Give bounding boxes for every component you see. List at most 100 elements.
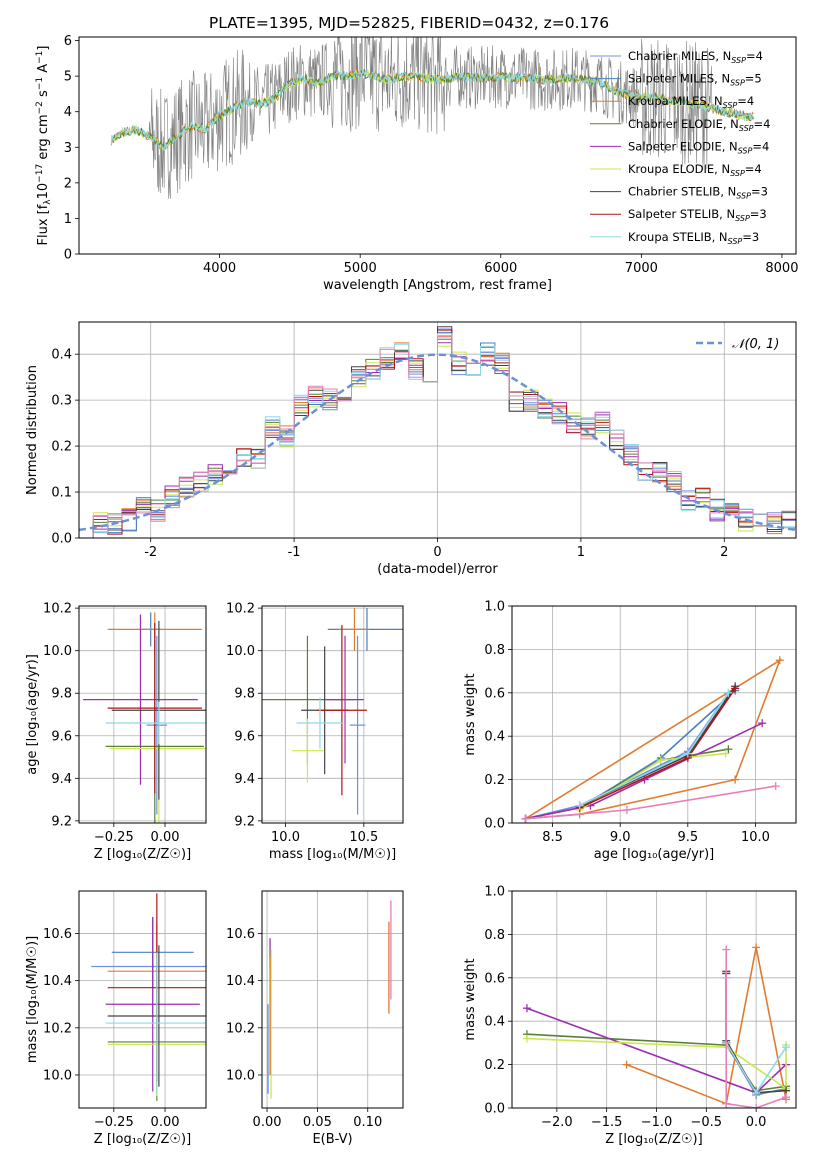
legend-entry: Salpeter MILES, NSSP=5 [628,72,762,88]
point-marker [775,656,784,665]
y-axis-label: mass weight [463,673,478,755]
errorbar-kroupa-stelib [105,701,206,745]
x-tick-label: 10.5 [349,830,378,845]
errorbar-chabrier-miles [146,635,168,815]
x-tick-label: 10.0 [741,830,770,845]
series-line-salpeter-elodie [525,722,763,820]
y-axis-label: age [log₁₀(age/yr)] [25,654,40,775]
y-tick-label: 0.1 [51,486,72,501]
point-marker [731,775,740,784]
x-tick-label: 2 [720,545,728,560]
x-tick-label: 1 [577,545,585,560]
y-tick-label: 10.0 [43,1068,72,1083]
x-tick-label: 0.05 [303,1115,332,1130]
y-tick-label: 0.2 [484,773,505,788]
point-marker [722,1099,731,1108]
axes-massweight-vs-age: 8.5 9.0 9.5 10.0 0.0 0.2 0.4 0.6 0.8 1.0 age [log₁… [463,600,797,862]
x-tick-label: 7000 [625,261,658,276]
legend-label: Chabrier STELIB, N [628,185,736,199]
y-axis-label: mass weight [463,958,478,1040]
errorbar-salpeter-elodie [83,614,198,785]
plot-area [262,606,403,823]
y-tick-label: 10.6 [226,927,255,942]
x-tick-label: 0.00 [253,1115,282,1130]
y-tick-label: 5 [64,70,72,85]
y-tick-label: 10.0 [226,1068,255,1083]
x-tick-label: 5000 [344,261,377,276]
y-label-part: s [36,90,51,101]
y-label-part: −1 [35,77,45,90]
y-tick-label: 0.8 [484,643,505,658]
y-tick-label: 9.4 [51,772,72,787]
axes-frame [78,321,797,539]
y-tick-label: 10.2 [226,602,255,617]
legend-subscript: SSP [739,124,754,133]
legend-suffix: =4 [745,162,762,176]
normal-curve [79,353,796,532]
errorbar-chabrier-stelib [107,945,206,1087]
legend-subscript: SSP [731,56,746,65]
y-label-part: Flux [f [36,204,51,245]
y-tick-label: 3 [64,141,72,156]
y-label-part: ] [36,46,51,51]
axes-mass-vs-ebv: 0.00 0.05 0.10 10.0 10.2 10.4 10.6 E(B-V) [226,890,404,1147]
legend-entry: Kroupa STELIB, NSSP=3 [628,230,759,246]
plot-area [79,606,206,823]
x-tick-label: 0.10 [353,1115,382,1130]
x-axis-label: (data-model)/error [377,562,498,577]
x-axis-label: Z [log₁₀(Z/Z☉)] [94,847,191,862]
point-marker [724,745,733,754]
errorbar-kroupa-stelib [105,952,206,1094]
series-line-kroupa-miles [626,947,787,1105]
series-line-kroupa-stelib [579,692,730,807]
series-line-pink [725,949,787,1108]
legend-label: Chabrier ELODIE, N [628,117,739,131]
y-tick-label: 0.2 [484,1058,505,1073]
legend-suffix: =3 [750,207,767,221]
series-line-chabrier-elodie [579,748,729,809]
point-marker [731,684,740,693]
plot-area [110,37,754,199]
axes-frame [78,605,207,824]
x-tick-label: 4000 [203,261,236,276]
legend-suffix: =4 [746,49,763,63]
point-marker [724,688,733,697]
point-marker [622,805,631,814]
y-tick-label: 10.2 [43,1021,72,1036]
legend-label: Salpeter MILES, N [628,72,730,86]
y-tick-label: 9.8 [234,687,255,702]
series-line-salpeter-stelib [725,973,757,1094]
legend-subscript: SSP [730,79,745,88]
x-tick-label: 0.0 [746,1115,767,1130]
y-tick-label: 9.4 [234,772,255,787]
y-tick-label: 0 [64,248,72,263]
x-axis-label: mass [log₁₀(M/M☉)] [269,847,396,862]
x-tick-label: 10.0 [271,830,300,845]
y-tick-label: 9.8 [51,687,72,702]
errorbar-kroupa-miles [338,608,371,651]
axes-frame [511,890,797,1109]
point-marker [722,945,731,954]
x-tick-label: −0.25 [94,1115,134,1130]
axes-frame [78,890,207,1109]
legend-suffix: =4 [754,117,771,131]
axes-frame [261,605,404,824]
plot-area [79,322,796,538]
y-tick-label: 9.6 [51,729,72,744]
x-tick-label: −0.5 [691,1115,723,1130]
point-marker [521,814,530,823]
legend-label: Salpeter ELODIE, N [628,139,738,153]
axes-frame [78,36,797,255]
point-marker [752,943,761,952]
point-marker [575,801,584,810]
y-tick-label: 10.0 [226,644,255,659]
histogram-pink [79,336,796,538]
legend-subscript: SSP [730,169,745,178]
x-tick-label: 8000 [765,261,798,276]
y-axis-label: mass [log₁₀(M/M☉)] [25,936,40,1063]
legend-subscript: SSP [738,146,753,155]
x-axis-label: E(B-V) [312,1132,352,1147]
y-tick-label: 6 [64,34,72,49]
